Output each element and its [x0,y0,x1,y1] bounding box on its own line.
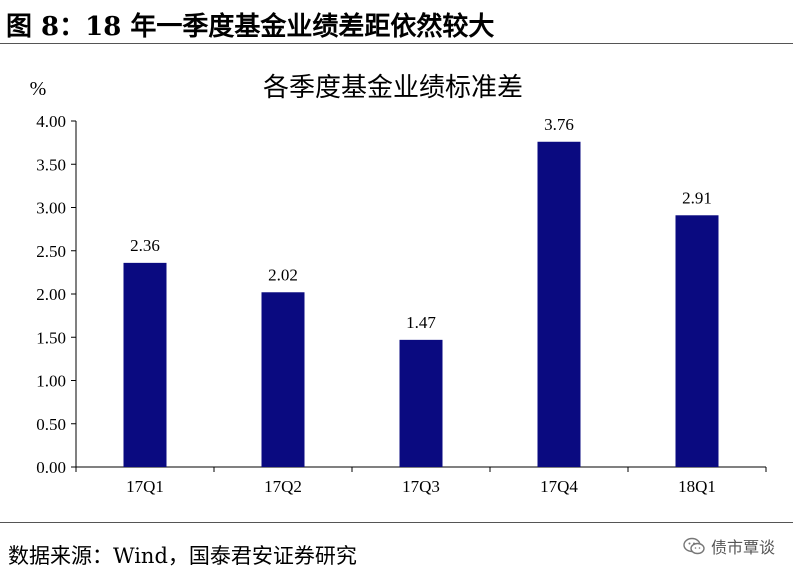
x-tick-label: 17Q1 [126,477,164,496]
data-label: 1.47 [406,313,436,332]
x-tick-label: 17Q4 [540,477,578,496]
bar [123,262,167,467]
y-tick-label: 0.00 [36,458,66,477]
data-label: 3.76 [544,115,574,134]
data-labels: 2.36 2.02 1.47 3.76 2.91 [130,115,712,332]
bottom-divider [0,522,793,523]
y-tick-label: 4.00 [36,112,66,131]
figure-title: 图 8：18 年一季度基金业绩差距依然较大 [6,12,495,42]
x-tick-label: 18Q1 [678,477,716,496]
y-axis-ticks: 0.00 0.50 1.00 1.50 2.00 2.50 3.00 3.50 4.00 [36,112,76,477]
data-label: 2.02 [268,265,298,284]
data-label: 2.91 [682,188,712,207]
y-tick-label: 0.50 [36,415,66,434]
watermark-text: 债市覃谈 [710,538,775,557]
y-tick-label: 2.50 [36,242,66,261]
watermark: 债市覃谈 [683,534,775,558]
bar [537,141,581,467]
x-tick-label: 17Q3 [402,477,440,496]
x-axis-labels: 17Q1 17Q2 17Q3 17Q4 18Q1 [75,467,767,496]
bar [675,215,719,467]
y-tick-label: 1.00 [36,372,66,391]
y-tick-label: 1.50 [36,328,66,347]
bar [261,292,305,467]
bars [123,141,719,467]
y-axis-unit-label: % [30,78,47,100]
bar-chart: 各季度基金业绩标准差 % 0.00 0.50 1.00 1.50 2.00 2.50 3.0… [30,73,767,496]
wechat-icon [683,537,705,555]
y-tick-label: 3.00 [36,199,66,218]
chart-title: 各季度基金业绩标准差 [263,73,523,102]
bar [399,339,443,467]
data-label: 2.36 [130,236,160,255]
x-tick-label: 17Q2 [264,477,302,496]
top-divider [0,43,793,44]
source-note: 数据来源：Wind，国泰君安证券研究 [8,544,357,568]
y-tick-label: 2.00 [36,285,66,304]
y-tick-label: 3.50 [36,155,66,174]
